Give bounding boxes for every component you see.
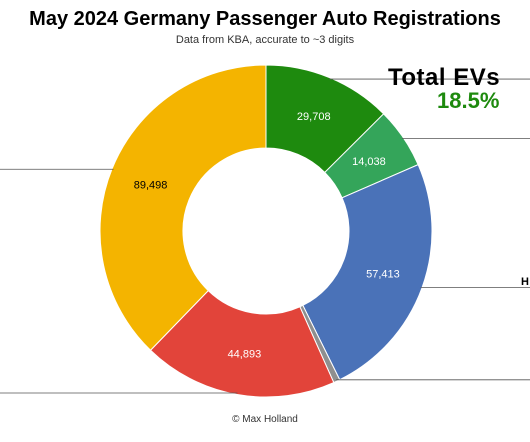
chart-credit: © Max Holland <box>232 414 298 425</box>
donut-slice <box>149 289 335 398</box>
truncated-legend-label: H <box>521 276 529 288</box>
total-evs-percent: 18.5% <box>437 88 500 113</box>
donut-slice <box>99 64 267 351</box>
chart-title: May 2024 Germany Passenger Auto Registra… <box>29 8 501 30</box>
donut-slice <box>302 163 433 381</box>
slice-value-label: 14,038 <box>352 156 386 168</box>
chart-subtitle: Data from KBA, accurate to ~3 digits <box>175 34 355 46</box>
slice-value-label: 89,498 <box>134 179 168 191</box>
slice-value-label: 29,708 <box>297 111 331 123</box>
slice-value-label: 44,893 <box>228 349 262 361</box>
total-evs-heading: Total EVs <box>388 64 501 91</box>
slice-value-label: 57,413 <box>366 269 400 281</box>
